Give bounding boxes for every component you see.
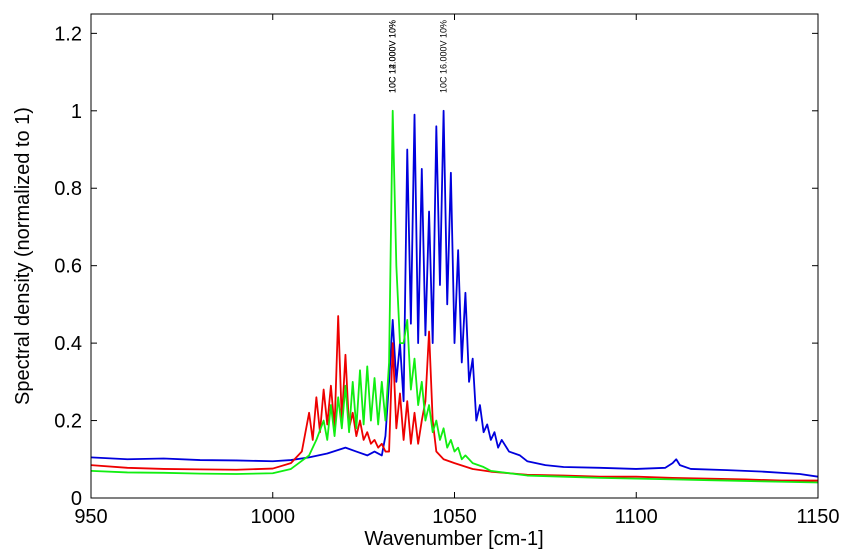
- y-tick-label: 0.4: [54, 333, 82, 355]
- y-tick-label: 0.6: [54, 256, 82, 278]
- y-axis-label: Spectral density (normalized to 1): [12, 107, 34, 405]
- plot-lines: [90, 109, 819, 484]
- y-tick-label: 0: [71, 488, 82, 510]
- y-tick-label: 1: [71, 101, 82, 123]
- peak-label: 10C 14.000V 10%: [388, 20, 398, 93]
- series-line-2: [90, 315, 818, 482]
- series-line-3: [90, 109, 819, 484]
- y-tick-label: 0.2: [54, 411, 82, 433]
- y-tick-label: 1.2: [54, 23, 82, 45]
- x-axis-label: Wavenumber [cm-1]: [364, 528, 543, 550]
- y-tick-label: 0.8: [54, 178, 82, 200]
- y-tick-labels: 0 0.2 0.4 0.6 0.8 1 1.2: [54, 23, 82, 510]
- peak-labels: 10C 12.000V 10%10C 14.000V 10% 10C 16.000…: [388, 20, 449, 93]
- peak-label: 10C 12.000V 10%: [388, 20, 398, 93]
- x-tick-label: 1050: [432, 506, 477, 528]
- peak-label: 10C 16.000V 10%: [439, 20, 449, 93]
- x-tick-label: 1000: [251, 506, 296, 528]
- x-tick-label: 1100: [615, 506, 658, 528]
- series-line-1: [90, 109, 819, 478]
- plot-frame: [90, 13, 819, 499]
- x-tick-label: 1150: [796, 506, 839, 528]
- x-tick-label: 950: [74, 506, 107, 528]
- x-tick-labels: 950 1000 1050 1100 1150: [74, 506, 839, 528]
- axis-ticks: [90, 14, 819, 499]
